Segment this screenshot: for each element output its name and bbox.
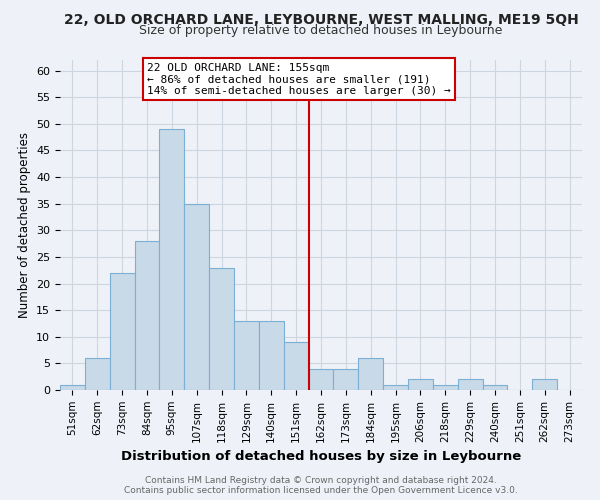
Bar xyxy=(134,241,160,390)
Bar xyxy=(458,380,482,390)
Text: Contains HM Land Registry data © Crown copyright and database right 2024.
Contai: Contains HM Land Registry data © Crown c… xyxy=(124,476,518,495)
Y-axis label: Number of detached properties: Number of detached properties xyxy=(17,132,31,318)
Bar xyxy=(184,204,209,390)
Bar xyxy=(532,380,557,390)
Bar xyxy=(308,368,334,390)
Bar xyxy=(383,384,408,390)
Bar xyxy=(358,358,383,390)
Bar xyxy=(482,384,508,390)
Text: 22 OLD ORCHARD LANE: 155sqm
← 86% of detached houses are smaller (191)
14% of se: 22 OLD ORCHARD LANE: 155sqm ← 86% of det… xyxy=(147,62,451,96)
Text: 22, OLD ORCHARD LANE, LEYBOURNE, WEST MALLING, ME19 5QH: 22, OLD ORCHARD LANE, LEYBOURNE, WEST MA… xyxy=(64,12,578,26)
X-axis label: Distribution of detached houses by size in Leybourne: Distribution of detached houses by size … xyxy=(121,450,521,463)
Bar xyxy=(433,384,458,390)
Bar xyxy=(408,380,433,390)
Bar xyxy=(160,129,184,390)
Bar xyxy=(334,368,358,390)
Bar xyxy=(234,321,259,390)
Bar xyxy=(85,358,110,390)
Bar xyxy=(259,321,284,390)
Bar xyxy=(60,384,85,390)
Bar xyxy=(209,268,234,390)
Bar xyxy=(284,342,308,390)
Bar xyxy=(110,273,134,390)
Text: Size of property relative to detached houses in Leybourne: Size of property relative to detached ho… xyxy=(139,24,503,37)
